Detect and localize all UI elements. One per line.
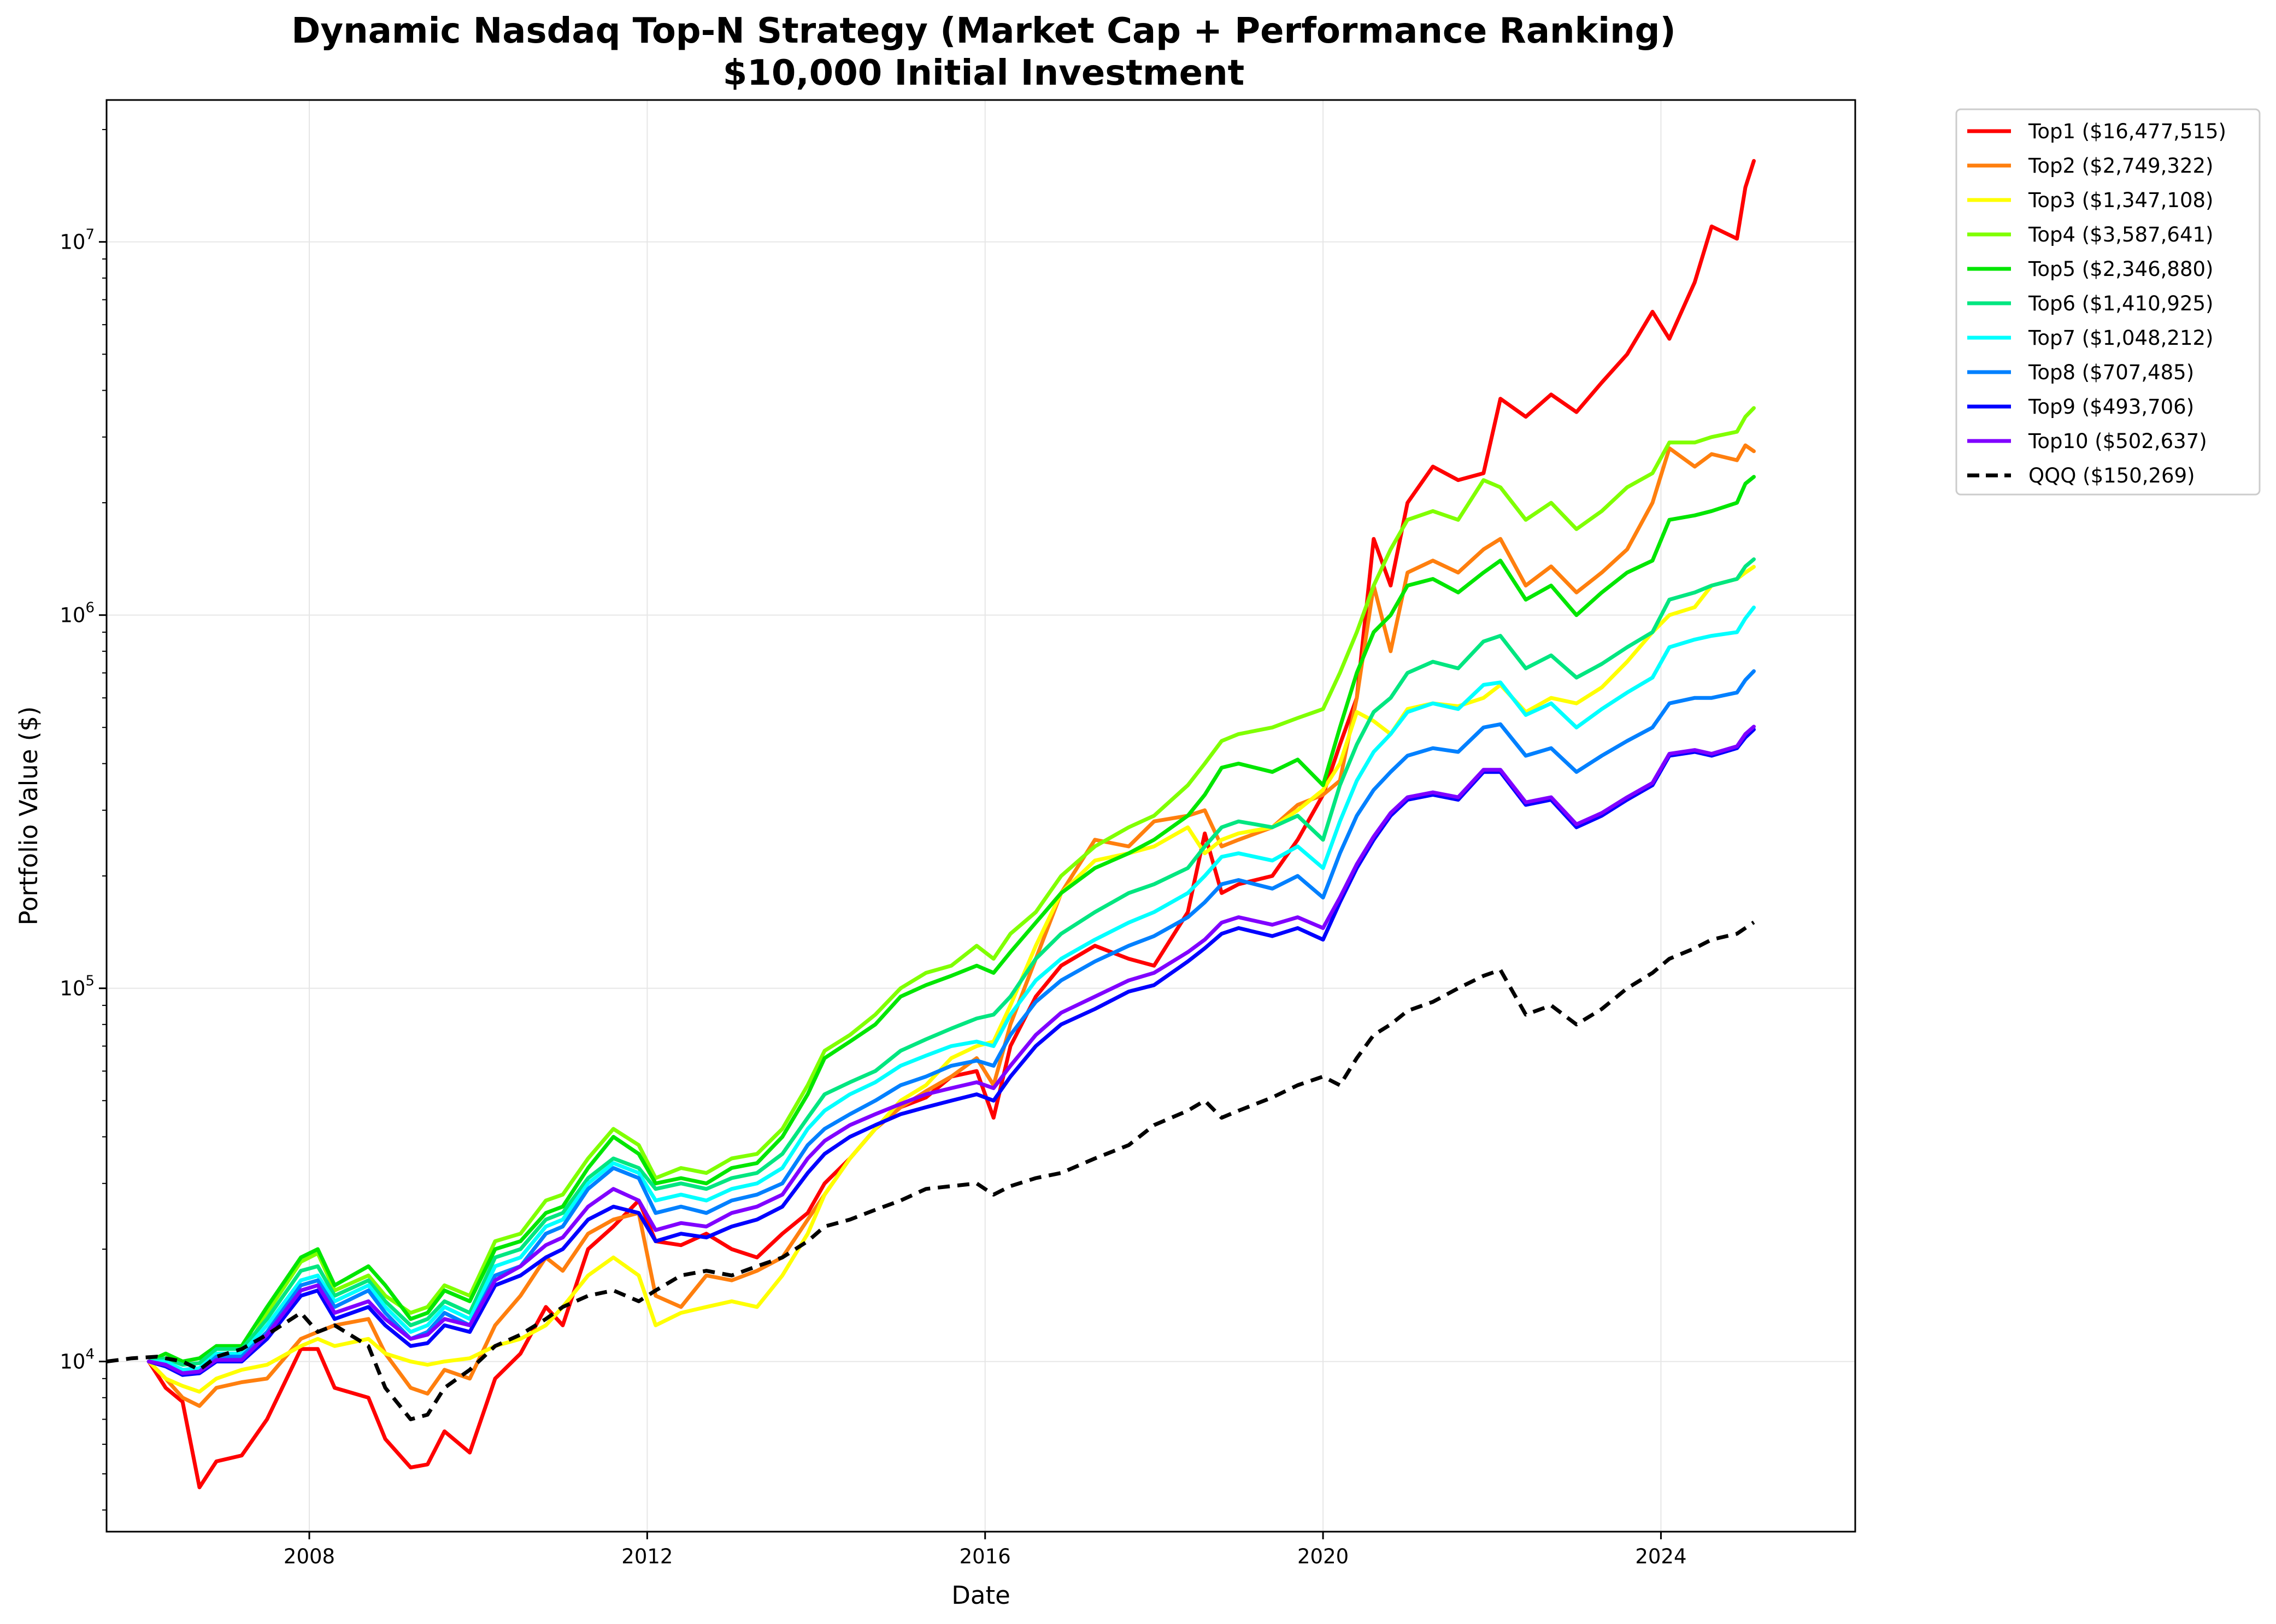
legend-label: Top3 ($1,347,108) <box>2028 189 2213 212</box>
x-axis-ticks: 2008 2012 2016 2020 2024 <box>284 1532 1687 1568</box>
legend: Top1 ($16,477,515) Top2 ($2,749,322) Top3 … <box>1955 108 2261 496</box>
x-tick-label: 2016 <box>960 1545 1011 1568</box>
grid-lines <box>107 100 1855 1532</box>
legend-label: Top9 ($493,706) <box>2028 395 2194 419</box>
series-line-top3 <box>146 564 1756 1394</box>
legend-label: Top4 ($3,587,641) <box>2028 223 2213 246</box>
plot-frame <box>105 99 1856 1533</box>
y-tick-label: 105 <box>60 973 95 1001</box>
series-line-top9 <box>146 727 1756 1377</box>
y-axis-label: Portfolio Value ($) <box>14 706 43 925</box>
x-axis-label: Date <box>951 1581 1010 1610</box>
x-tick-label: 2012 <box>621 1545 673 1568</box>
chart-subtitle: $10,000 Initial Investment <box>723 53 1244 93</box>
x-tick-label: 2024 <box>1635 1545 1686 1568</box>
chart-title: Dynamic Nasdaq Top-N Strategy (Market Ca… <box>291 11 1675 51</box>
y-tick-label: 104 <box>60 1346 95 1374</box>
legend-label: QQQ ($150,269) <box>2028 464 2195 487</box>
series-lines <box>106 159 1756 1490</box>
series-line-top1 <box>146 159 1756 1490</box>
y-axis-ticks: 104 105 106 107 <box>60 227 107 1374</box>
x-tick-label: 2008 <box>284 1545 335 1568</box>
series-line-top7 <box>146 605 1756 1372</box>
legend-box <box>1955 108 2261 496</box>
legend-label: Top10 ($502,637) <box>2028 429 2207 453</box>
series-line-top8 <box>146 669 1756 1375</box>
y-tick-label: 106 <box>60 600 95 627</box>
series-line-top2 <box>146 443 1756 1408</box>
legend-label: Top5 ($2,346,880) <box>2028 257 2213 281</box>
legend-label: Top7 ($1,048,212) <box>2028 326 2213 350</box>
legend-label: Top1 ($16,477,515) <box>2028 120 2226 143</box>
series-line-top10 <box>146 725 1756 1375</box>
legend-label: Top2 ($2,749,322) <box>2028 154 2213 178</box>
series-line-top4 <box>146 406 1756 1377</box>
series-line-top5 <box>146 475 1756 1364</box>
legend-label: Top8 ($707,485) <box>2028 361 2194 384</box>
x-tick-label: 2020 <box>1297 1545 1349 1568</box>
y-tick-label: 107 <box>60 227 95 254</box>
series-line-top6 <box>146 557 1756 1367</box>
legend-label: Top6 ($1,410,925) <box>2028 292 2213 315</box>
series-line-qqq <box>106 920 1755 1421</box>
